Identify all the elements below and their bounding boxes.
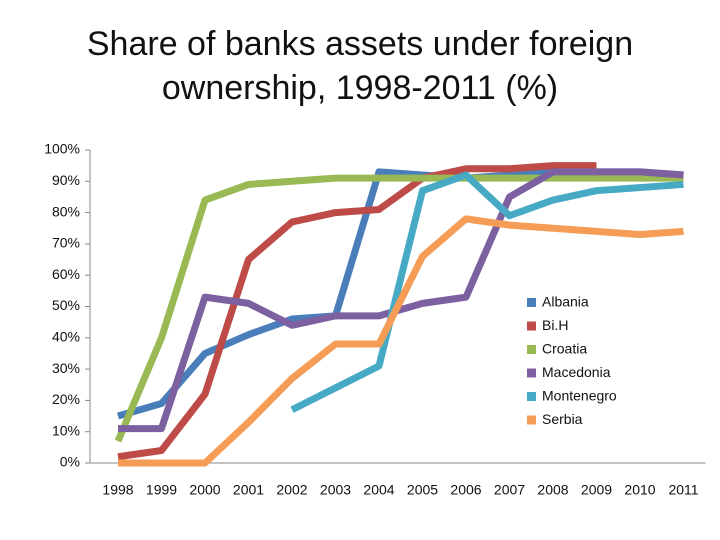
x-tick-label: 2009 xyxy=(581,482,612,498)
legend-swatch xyxy=(527,392,536,401)
y-tick-label: 10% xyxy=(52,422,80,438)
y-tick-label: 90% xyxy=(52,172,80,188)
legend-label: Macedonia xyxy=(542,364,611,380)
legend-label: Croatia xyxy=(542,341,587,357)
x-tick-label: 2005 xyxy=(407,482,438,498)
x-tick-label: 2003 xyxy=(320,482,351,498)
y-tick-label: 40% xyxy=(52,329,80,345)
legend-label: Albania xyxy=(542,294,589,310)
y-tick-label: 0% xyxy=(60,454,80,470)
x-tick-label: 2006 xyxy=(450,482,481,498)
x-tick-label: 2002 xyxy=(276,482,307,498)
legend-swatch xyxy=(527,368,536,378)
legend-label: Montenegro xyxy=(542,388,617,404)
chart-title: Share of banks assets under foreign owne… xyxy=(86,25,634,107)
series-line xyxy=(118,215,684,467)
x-tick-label: 2000 xyxy=(189,482,220,498)
series-line xyxy=(114,174,684,443)
x-tick-label: 1999 xyxy=(146,482,177,498)
y-tick-label: 50% xyxy=(52,297,80,313)
x-tick-label: 2007 xyxy=(494,482,525,498)
y-tick-label: 30% xyxy=(52,360,80,376)
legend-label: Serbia xyxy=(542,411,583,427)
y-tick-label: 20% xyxy=(52,391,80,407)
x-tick-label: 2001 xyxy=(233,482,264,498)
series-line xyxy=(290,171,684,413)
series-line xyxy=(118,168,684,433)
legend-swatch xyxy=(527,345,536,354)
x-tick-label: 2011 xyxy=(668,482,698,498)
legend-swatch xyxy=(527,415,536,425)
x-tick-label: 2004 xyxy=(363,482,394,498)
legend-label: Bi.H xyxy=(542,317,568,333)
legend-swatch xyxy=(527,298,536,307)
legend-swatch xyxy=(527,321,536,331)
x-tick-label: 2008 xyxy=(537,482,568,498)
y-tick-label: 60% xyxy=(52,266,80,282)
x-tick-label: 1998 xyxy=(102,482,133,498)
series-line xyxy=(117,162,597,461)
y-tick-label: 70% xyxy=(52,235,80,251)
x-tick-label: 2010 xyxy=(624,482,655,498)
y-tick-label: 80% xyxy=(52,203,80,219)
y-tick-label: 100% xyxy=(44,141,80,157)
